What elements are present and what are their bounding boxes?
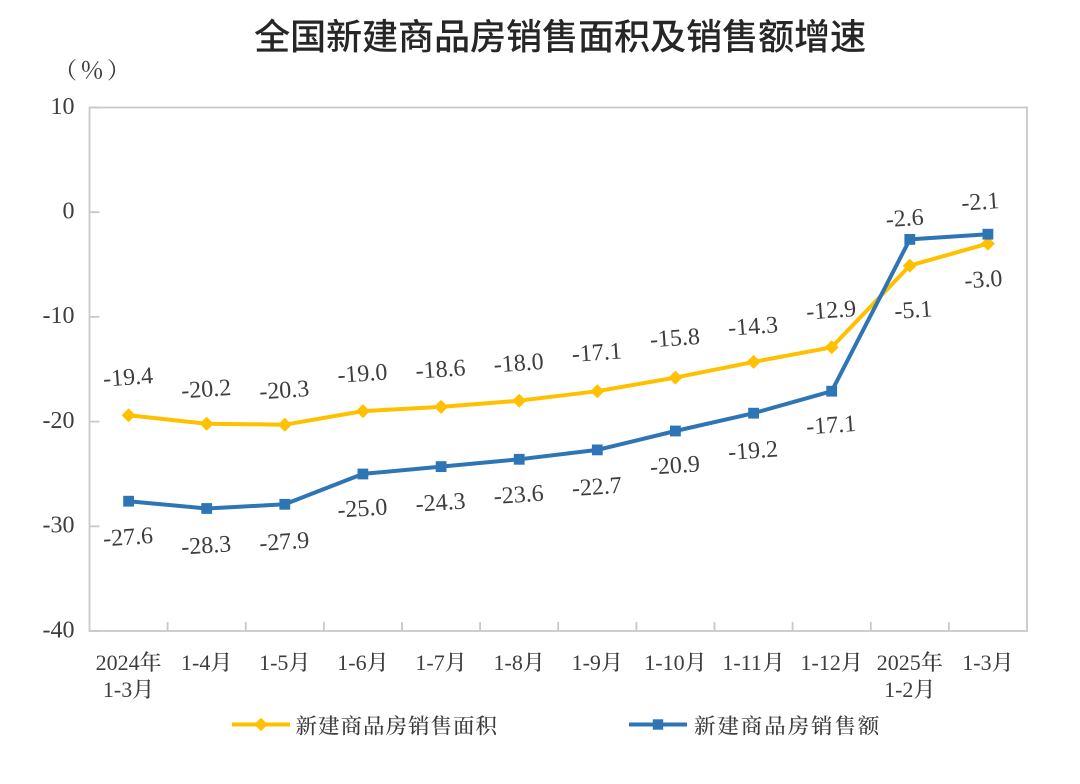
svg-text:1-6: 1-6 [337, 650, 366, 675]
svg-text:1-2: 1-2 [884, 677, 913, 702]
svg-text:-20: -20 [43, 408, 75, 434]
svg-text:-24.3: -24.3 [415, 488, 467, 517]
svg-text:-20.2: -20.2 [180, 375, 232, 404]
svg-text:1-11: 1-11 [722, 650, 762, 675]
svg-text:1-8: 1-8 [494, 650, 523, 675]
svg-text:-2.6: -2.6 [885, 205, 925, 234]
svg-text:-25.0: -25.0 [337, 494, 389, 523]
svg-text:1-7: 1-7 [415, 650, 444, 675]
svg-text:1-10: 1-10 [644, 650, 684, 675]
svg-text:-19.4: -19.4 [102, 363, 154, 392]
svg-text:-27.9: -27.9 [258, 528, 310, 557]
svg-text:1-12: 1-12 [801, 650, 841, 675]
svg-text:2024: 2024 [96, 650, 140, 675]
svg-text:-5.1: -5.1 [893, 296, 933, 325]
svg-text:-2.1: -2.1 [961, 188, 1001, 217]
svg-text:1-3: 1-3 [962, 650, 991, 675]
svg-text:-17.1: -17.1 [571, 339, 623, 368]
svg-text:-20.3: -20.3 [258, 376, 310, 405]
svg-text:1-3: 1-3 [103, 677, 132, 702]
svg-text:-22.7: -22.7 [571, 473, 623, 502]
svg-text:1-9: 1-9 [572, 650, 601, 675]
svg-text:0: 0 [63, 199, 75, 225]
svg-text:-10: -10 [43, 303, 75, 329]
svg-text:1-5: 1-5 [259, 650, 288, 675]
svg-text:2025: 2025 [877, 650, 921, 675]
svg-text:-28.3: -28.3 [180, 531, 232, 560]
svg-text:-30: -30 [43, 513, 75, 539]
svg-text:-27.6: -27.6 [102, 523, 154, 552]
svg-text:-20.9: -20.9 [649, 451, 701, 480]
svg-text:-15.8: -15.8 [649, 324, 701, 353]
svg-text:-19.0: -19.0 [337, 359, 389, 388]
svg-text:-18.6: -18.6 [415, 355, 467, 384]
svg-text:-12.9: -12.9 [805, 296, 857, 325]
svg-text:-14.3: -14.3 [727, 312, 779, 341]
svg-text:-23.6: -23.6 [493, 481, 545, 510]
svg-text:1-4: 1-4 [181, 650, 210, 675]
svg-text:-18.0: -18.0 [493, 349, 545, 378]
svg-text:10: 10 [51, 94, 75, 120]
svg-text:-17.1: -17.1 [805, 411, 857, 440]
svg-text:-40: -40 [43, 617, 75, 643]
svg-text:-3.0: -3.0 [964, 266, 1004, 295]
svg-text:-19.2: -19.2 [727, 437, 779, 466]
